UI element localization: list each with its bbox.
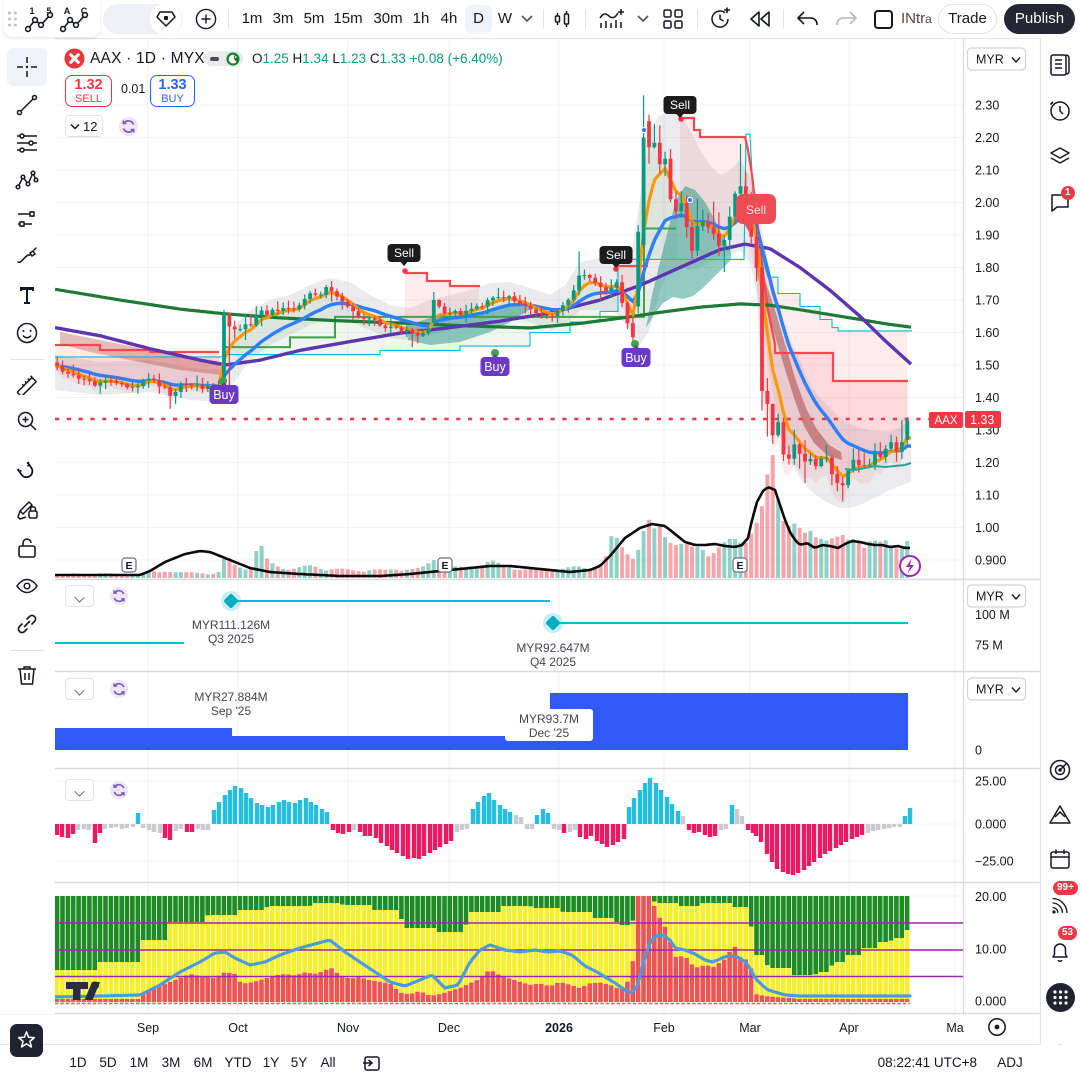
svg-text:1.33: 1.33 (970, 413, 994, 427)
svg-text:Sell: Sell (394, 246, 414, 260)
svg-text:25.00: 25.00 (975, 775, 1006, 789)
svg-text:1.00: 1.00 (975, 521, 999, 535)
svg-text:2026: 2026 (545, 1021, 573, 1035)
svg-text:Buy: Buy (484, 360, 506, 374)
svg-text:E: E (441, 560, 448, 572)
svg-text:20.00: 20.00 (975, 890, 1006, 904)
svg-text:2.00: 2.00 (975, 196, 999, 210)
svg-text:Q4 2025: Q4 2025 (530, 655, 576, 669)
svg-text:Mar: Mar (739, 1021, 761, 1035)
svg-text:Sell: Sell (746, 203, 766, 217)
svg-text:Ma: Ma (946, 1021, 963, 1035)
svg-text:Buy: Buy (625, 351, 647, 365)
svg-text:MYR27.884M: MYR27.884M (194, 690, 267, 704)
svg-text:1.80: 1.80 (975, 261, 999, 275)
svg-text:2.10: 2.10 (975, 164, 999, 178)
svg-text:MYR111.126M: MYR111.126M (192, 618, 270, 632)
svg-text:10.00: 10.00 (975, 943, 1006, 957)
svg-text:Nov: Nov (337, 1021, 360, 1035)
svg-text:0.000: 0.000 (975, 995, 1006, 1009)
svg-text:0: 0 (975, 744, 982, 758)
svg-text:Sell: Sell (606, 248, 626, 262)
svg-text:1.90: 1.90 (975, 229, 999, 243)
svg-text:−25.00: −25.00 (975, 855, 1014, 869)
svg-text:MYR: MYR (976, 590, 1004, 604)
svg-text:1: 1 (29, 6, 34, 16)
svg-text:Q3 2025: Q3 2025 (208, 632, 254, 646)
svg-text:0.000: 0.000 (975, 818, 1006, 832)
svg-text:MYR: MYR (976, 683, 1004, 697)
svg-text:E: E (736, 560, 743, 572)
svg-text:2.30: 2.30 (975, 99, 999, 113)
svg-text:1.50: 1.50 (975, 359, 999, 373)
svg-text:0.900: 0.900 (975, 554, 1006, 568)
svg-text:1.40: 1.40 (975, 391, 999, 405)
svg-text:Sep: Sep (137, 1021, 159, 1035)
svg-text:2.20: 2.20 (975, 131, 999, 145)
svg-text:Sell: Sell (670, 98, 690, 112)
svg-text:Dec: Dec (438, 1021, 460, 1035)
svg-text:Buy: Buy (213, 388, 235, 402)
svg-text:Dec '25: Dec '25 (529, 726, 570, 740)
svg-text:A: A (64, 6, 71, 16)
svg-text:Oct: Oct (228, 1021, 248, 1035)
svg-text:5: 5 (46, 6, 51, 16)
svg-text:1.70: 1.70 (975, 294, 999, 308)
svg-text:1.60: 1.60 (975, 326, 999, 340)
svg-text:C: C (81, 6, 88, 16)
svg-text:AAX: AAX (934, 415, 957, 427)
svg-text:E: E (125, 560, 132, 572)
svg-text:100 M: 100 M (975, 608, 1010, 622)
svg-text:Sep '25: Sep '25 (211, 704, 252, 718)
svg-text:1.20: 1.20 (975, 456, 999, 470)
svg-text:Apr: Apr (839, 1021, 858, 1035)
svg-text:Feb: Feb (653, 1021, 675, 1035)
svg-text:1.10: 1.10 (975, 489, 999, 503)
svg-text:75 M: 75 M (975, 639, 1003, 653)
svg-text:MYR: MYR (976, 53, 1004, 67)
svg-text:MYR92.647M: MYR92.647M (516, 641, 589, 655)
svg-text:MYR93.7M: MYR93.7M (519, 712, 579, 726)
